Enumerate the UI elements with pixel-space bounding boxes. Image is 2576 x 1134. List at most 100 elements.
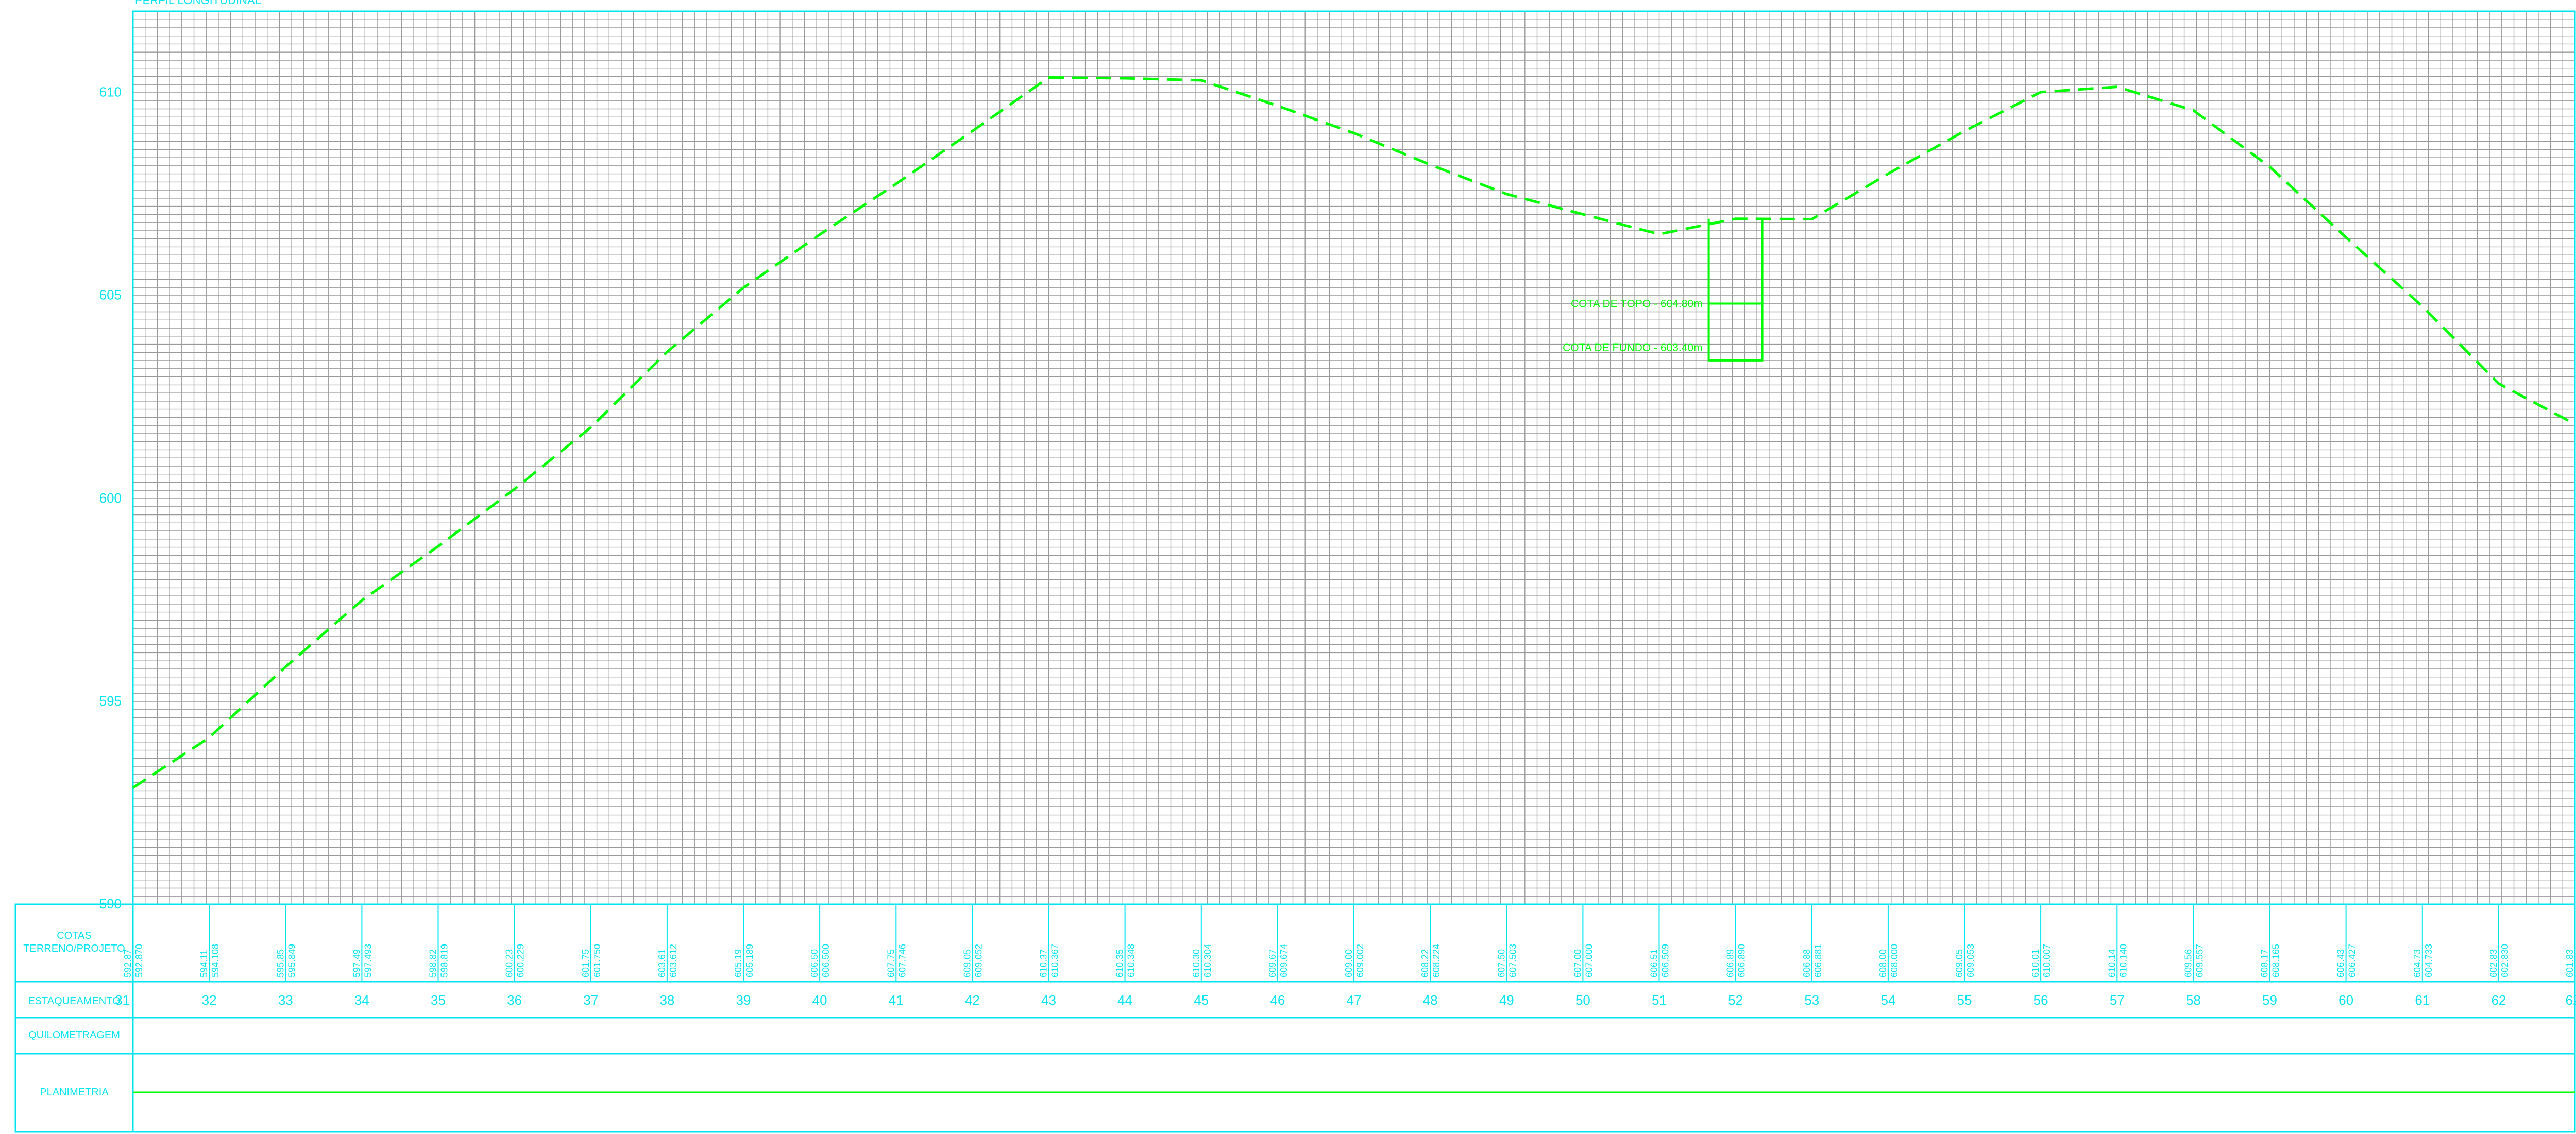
cota-terreno-value: 601.75 — [581, 949, 591, 977]
row-label-cotas-line1: COTAS — [57, 930, 91, 941]
station-columns: 592.87 592.870 31 594.11 594.108 32 595.85 595.… — [115, 904, 2576, 1008]
row-label-cotas-line2: TERRENO/PROJETO — [23, 943, 125, 954]
row-label-planimetria: PLANIMETRIA — [40, 1087, 109, 1098]
elevation-label: 600 — [99, 490, 122, 506]
elevation-label: 595 — [99, 693, 122, 709]
cota-terreno-value: 606.50 — [809, 949, 820, 977]
cota-terreno-value: 607.50 — [1496, 949, 1506, 977]
station-number: 56 — [2033, 992, 2048, 1008]
cota-terreno-value: 608.00 — [1878, 949, 1888, 977]
cota-terreno-value: 602.83 — [2488, 949, 2499, 977]
cota-projeto-value: 601.750 — [592, 944, 602, 977]
station-number: 34 — [354, 992, 369, 1008]
cota-projeto-value: 610.348 — [1126, 944, 1137, 977]
cota-terreno-value: 594.11 — [199, 950, 209, 977]
cota-projeto-value: 610.140 — [2118, 944, 2128, 977]
cota-projeto-value: 594.108 — [210, 944, 221, 977]
cota-terreno-value: 610.14 — [2107, 949, 2117, 977]
station-number: 47 — [1347, 992, 1362, 1008]
station-number: 41 — [889, 992, 904, 1008]
cota-terreno-value: 606.89 — [1725, 949, 1736, 977]
grid — [133, 11, 2575, 904]
station-number: 38 — [659, 992, 674, 1008]
cota-terreno-value: 595.85 — [275, 949, 285, 977]
station-number: 60 — [2338, 992, 2353, 1008]
station-number: 57 — [2110, 992, 2125, 1008]
cota-terreno-value: 606.88 — [1802, 949, 1812, 977]
cota-projeto-value: 606.881 — [1813, 944, 1823, 977]
cota-projeto-value: 610.007 — [2042, 944, 2052, 977]
cota-terreno-value: 610.37 — [1039, 949, 1049, 977]
structure-section: COTA DE TOPO - 604.80m COTA DE FUNDO - 6… — [1563, 218, 1764, 362]
cota-terreno-value: 604.73 — [2412, 949, 2422, 977]
elevation-label: 610 — [99, 84, 122, 100]
cota-terreno-value: 607.75 — [886, 949, 896, 977]
cota-projeto-value: 605.189 — [744, 944, 755, 977]
elevation-label: 605 — [99, 287, 122, 303]
cota-projeto-value: 606.890 — [1737, 944, 1747, 977]
cota-projeto-value: 598.819 — [439, 944, 450, 977]
station-number: 49 — [1499, 992, 1514, 1008]
cota-terreno-value: 597.49 — [351, 949, 362, 977]
station-number: 33 — [278, 992, 293, 1008]
station-number: 58 — [2186, 992, 2201, 1008]
bottom-elevation-label: COTA DE FUNDO - 603.40m — [1563, 342, 1703, 354]
cota-projeto-value: 595.849 — [286, 944, 297, 977]
station-number: 35 — [431, 992, 446, 1008]
station-number: 48 — [1423, 992, 1438, 1008]
cota-terreno-value: 609.00 — [1344, 949, 1354, 977]
station-number: 40 — [812, 992, 827, 1008]
cota-terreno-value: 610.35 — [1115, 949, 1125, 977]
cota-terreno-value: 605.19 — [733, 949, 743, 977]
station-number: 55 — [1957, 992, 1972, 1008]
cota-projeto-value: 609.053 — [1965, 944, 1976, 977]
row-label-estaqueamento: ESTAQUEAMENTO — [28, 995, 120, 1007]
station-number: 45 — [1194, 992, 1209, 1008]
cota-terreno-value: 608.22 — [1420, 949, 1430, 977]
structure-outline — [1707, 218, 1764, 362]
cota-projeto-value: 608.165 — [2271, 944, 2281, 977]
cota-terreno-value: 609.56 — [2183, 949, 2193, 977]
cota-projeto-value: 607.503 — [1507, 944, 1518, 977]
cota-projeto-value: 610.304 — [1202, 944, 1213, 977]
cota-projeto-value: 607.000 — [1584, 944, 1594, 977]
cota-projeto-value: 606.500 — [821, 944, 831, 977]
station-number: 51 — [1652, 992, 1667, 1008]
cota-terreno-value: 601.83 — [2565, 949, 2575, 977]
station-number: 43 — [1041, 992, 1056, 1008]
station-number: 61 — [2415, 992, 2430, 1008]
cota-terreno-value: 606.43 — [2336, 949, 2346, 977]
row-label-quilometragem: QUILOMETRAGEM — [28, 1029, 120, 1041]
station-number: 39 — [736, 992, 751, 1008]
station-number: 42 — [965, 992, 980, 1008]
cota-projeto-value: 606.509 — [1660, 944, 1671, 977]
cota-projeto-value: 609.557 — [2194, 944, 2205, 977]
cota-terreno-value: 603.61 — [657, 949, 667, 977]
station-number: 37 — [583, 992, 598, 1008]
cota-terreno-value: 610.01 — [2030, 949, 2041, 977]
cota-terreno-value: 608.17 — [2260, 949, 2270, 977]
station-number: 44 — [1117, 992, 1132, 1008]
station-number: 50 — [1575, 992, 1590, 1008]
cota-projeto-value: 608.000 — [1889, 944, 1900, 977]
cota-terreno-value: 609.05 — [962, 949, 972, 977]
cota-projeto-value: 607.746 — [897, 944, 907, 977]
cota-projeto-value: 609.674 — [1279, 944, 1289, 977]
station-number: 36 — [507, 992, 522, 1008]
cota-projeto-value: 600.229 — [516, 944, 526, 977]
cota-terreno-value: 607.00 — [1572, 949, 1583, 977]
cota-terreno-value: 609.05 — [1954, 949, 1964, 977]
cota-projeto-value: 604.733 — [2424, 944, 2434, 977]
cota-terreno-value: 592.87 — [123, 949, 133, 977]
cota-projeto-value: 602.830 — [2500, 944, 2510, 977]
cota-projeto-value: 609.052 — [973, 944, 984, 977]
station-number: 31 — [115, 992, 130, 1008]
data-table: COTAS TERRENO/PROJETO ESTAQUEAMENTO QUIL… — [14, 903, 2576, 1133]
cota-terreno-value: 609.67 — [1267, 949, 1278, 977]
station-number: 54 — [1880, 992, 1895, 1008]
cota-terreno-value: 598.82 — [428, 949, 438, 977]
top-elevation-label: COTA DE TOPO - 604.80m — [1571, 298, 1703, 310]
station-number: 62 — [2566, 992, 2576, 1008]
station-number: 46 — [1270, 992, 1285, 1008]
